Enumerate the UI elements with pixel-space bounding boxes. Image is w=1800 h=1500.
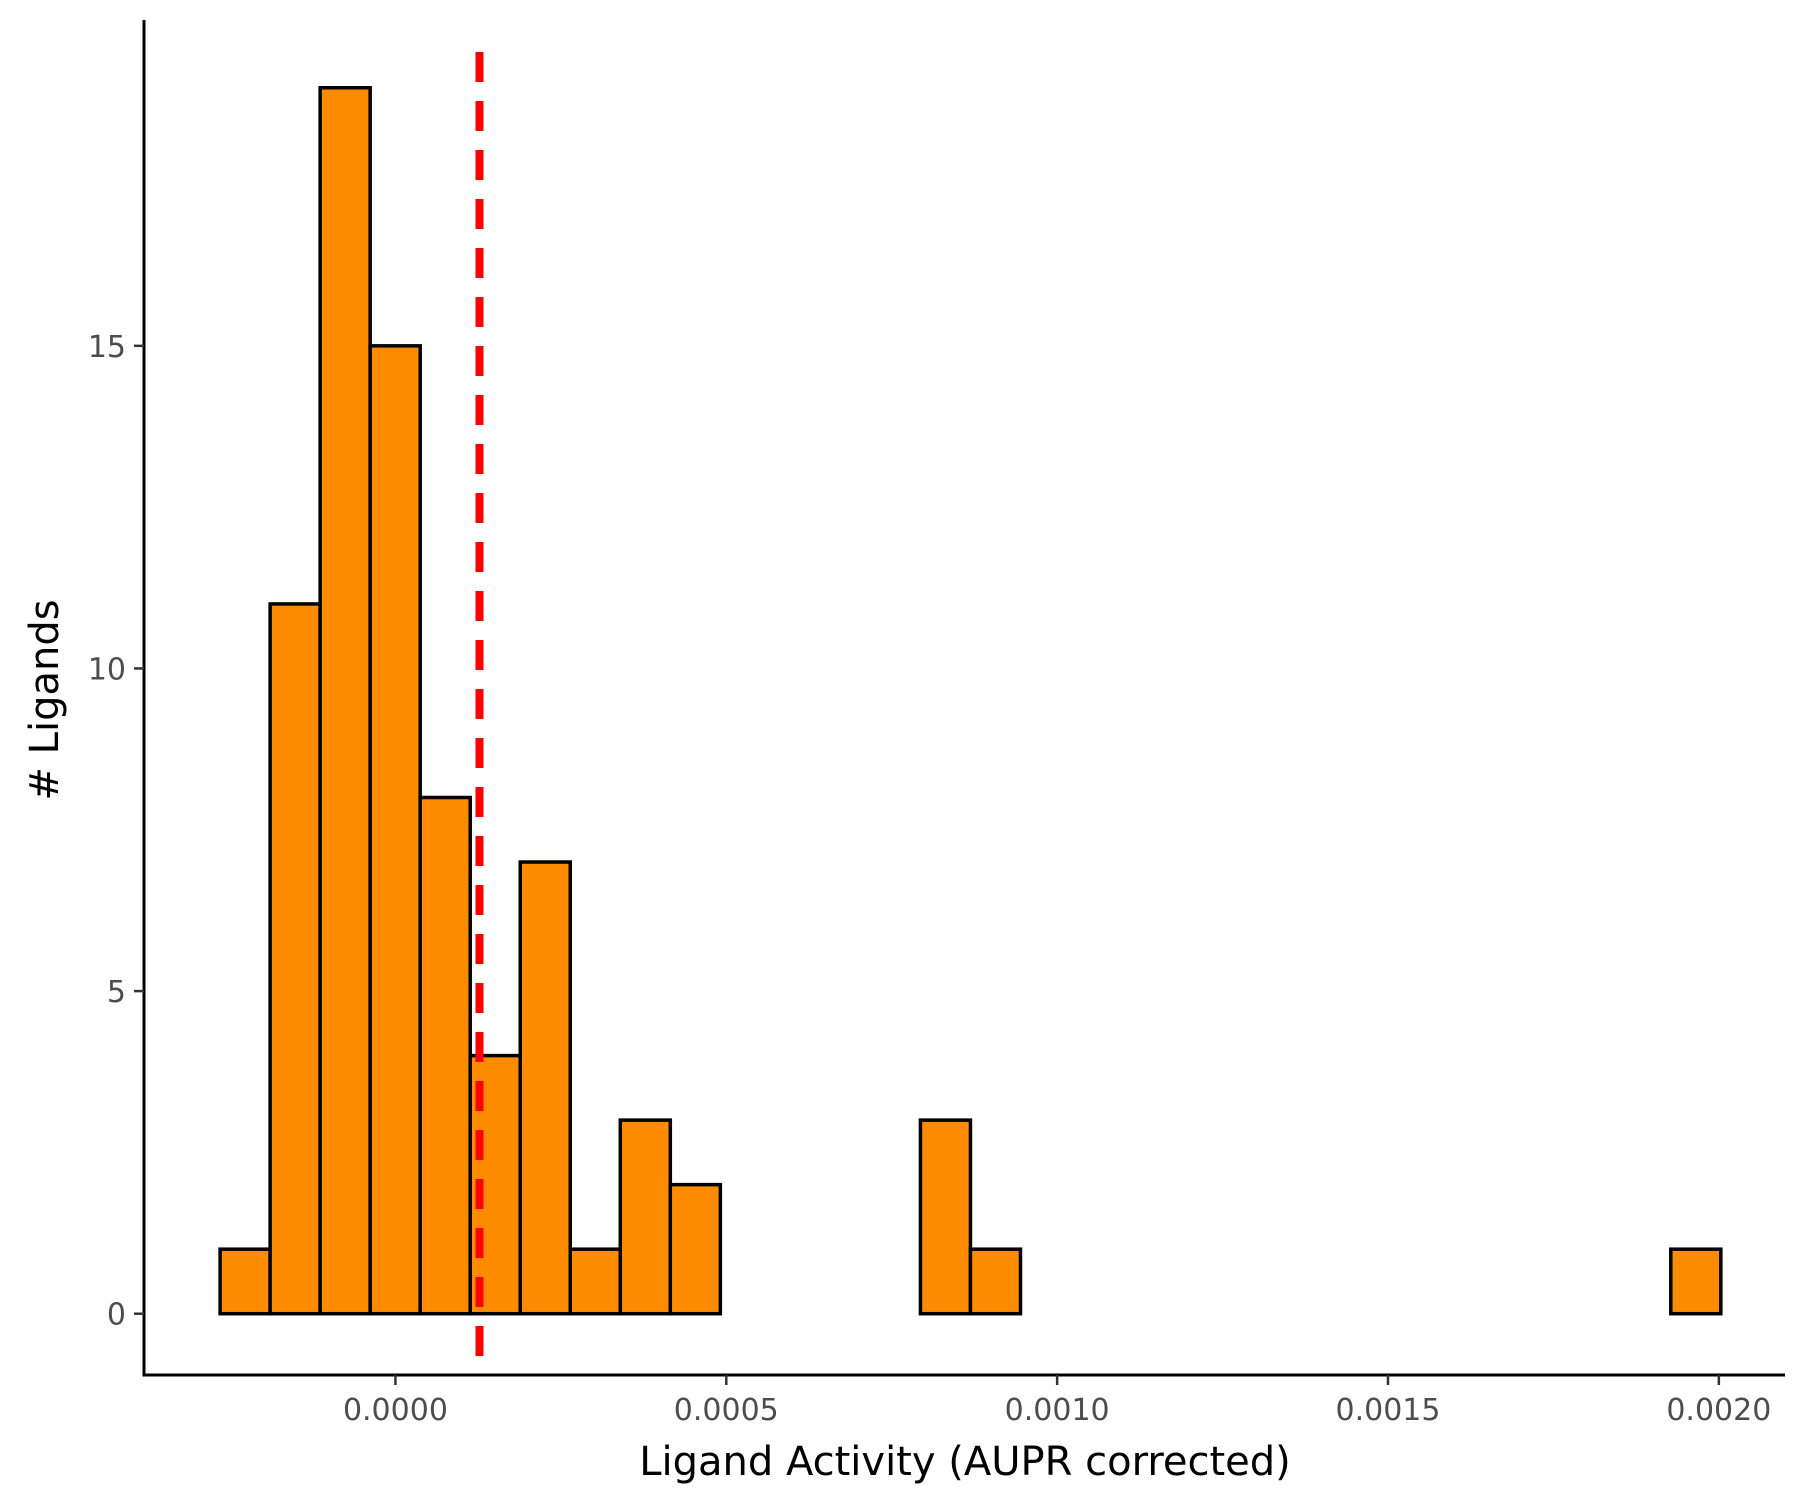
axes <box>142 20 1785 1377</box>
histogram-bar <box>968 1247 1023 1316</box>
histogram-bar <box>368 344 422 1316</box>
histogram-bar <box>518 860 573 1316</box>
x-tick-label: 0.0015 <box>1335 1393 1440 1428</box>
histogram-bar <box>668 1182 723 1316</box>
histogram-bar <box>1669 1247 1723 1316</box>
x-axis-title: Ligand Activity (AUPR corrected) <box>639 1439 1291 1485</box>
histogram-bars <box>218 86 1723 1316</box>
histogram-bar <box>268 602 322 1316</box>
histogram-bar <box>918 1118 973 1316</box>
histogram-bar <box>218 1247 272 1316</box>
histogram-bar <box>318 86 372 1316</box>
y-axis-title: # Ligands <box>22 599 68 800</box>
x-tick-label: 0.0020 <box>1666 1393 1771 1428</box>
y-tick-label: 5 <box>107 975 126 1010</box>
x-tick-label: 0.0010 <box>1005 1393 1110 1428</box>
y-axis-ticks: 0 5 10 15 <box>88 330 144 1333</box>
histogram-bar <box>568 1247 623 1316</box>
histogram-bar <box>618 1118 673 1316</box>
y-tick-label: 15 <box>88 330 126 365</box>
x-tick-label: 0.0000 <box>343 1393 448 1428</box>
x-tick-label: 0.0005 <box>674 1393 779 1428</box>
histogram-bar <box>418 795 472 1316</box>
y-tick-label: 0 <box>107 1298 126 1333</box>
x-axis-ticks: 0.0000 0.0005 0.0010 0.0015 0.0020 <box>343 1375 1771 1428</box>
y-tick-label: 10 <box>88 652 126 687</box>
